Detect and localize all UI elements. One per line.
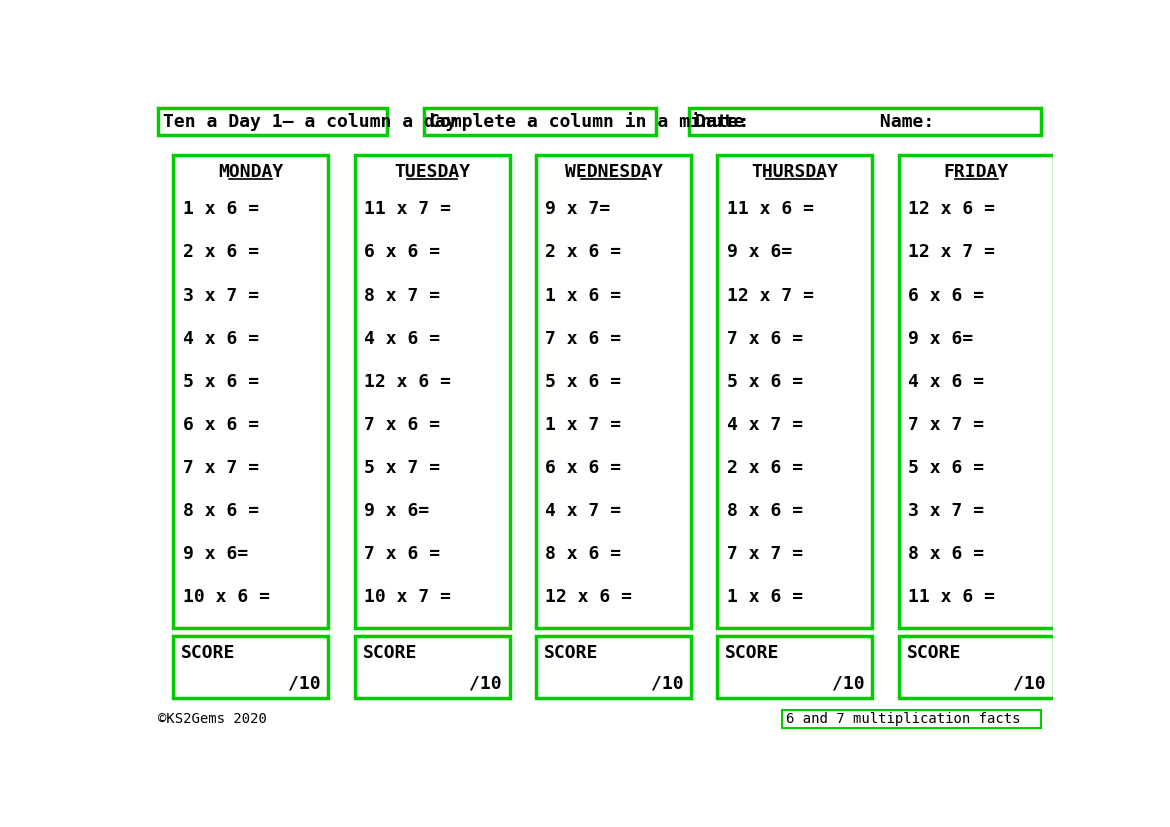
Text: 11 x 6 =: 11 x 6 = bbox=[727, 200, 813, 218]
FancyBboxPatch shape bbox=[689, 108, 1041, 136]
Text: 8 x 6 =: 8 x 6 = bbox=[183, 502, 259, 520]
Text: 4 x 7 =: 4 x 7 = bbox=[545, 502, 621, 520]
Text: 6 and 7 multiplication facts: 6 and 7 multiplication facts bbox=[786, 712, 1021, 726]
Text: 7 x 7 =: 7 x 7 = bbox=[183, 459, 259, 477]
Text: 4 x 6 =: 4 x 6 = bbox=[183, 330, 259, 347]
Text: 11 x 6 =: 11 x 6 = bbox=[908, 589, 994, 606]
Text: 6 x 6 =: 6 x 6 = bbox=[545, 459, 621, 477]
Text: 6 x 6 =: 6 x 6 = bbox=[364, 243, 440, 261]
Text: 6 x 6 =: 6 x 6 = bbox=[183, 416, 259, 434]
FancyBboxPatch shape bbox=[717, 155, 873, 629]
Text: 12 x 6 =: 12 x 6 = bbox=[908, 200, 994, 218]
Text: 3 x 7 =: 3 x 7 = bbox=[183, 287, 259, 304]
Text: SCORE: SCORE bbox=[363, 644, 417, 662]
Text: 2 x 6 =: 2 x 6 = bbox=[727, 459, 803, 477]
FancyBboxPatch shape bbox=[355, 155, 510, 629]
Text: 12 x 6 =: 12 x 6 = bbox=[364, 373, 450, 391]
FancyBboxPatch shape bbox=[424, 108, 656, 136]
Text: 7 x 6 =: 7 x 6 = bbox=[545, 330, 621, 347]
FancyBboxPatch shape bbox=[536, 636, 691, 697]
FancyBboxPatch shape bbox=[355, 636, 510, 697]
FancyBboxPatch shape bbox=[536, 155, 691, 629]
Text: SCORE: SCORE bbox=[544, 644, 598, 662]
Text: Date:            Name:: Date: Name: bbox=[695, 113, 934, 131]
Text: 5 x 7 =: 5 x 7 = bbox=[364, 459, 440, 477]
FancyBboxPatch shape bbox=[899, 636, 1054, 697]
Text: SCORE: SCORE bbox=[725, 644, 779, 662]
Text: 10 x 7 =: 10 x 7 = bbox=[364, 589, 450, 606]
Text: 12 x 6 =: 12 x 6 = bbox=[545, 589, 632, 606]
Text: 9 x 6=: 9 x 6= bbox=[727, 243, 792, 261]
Text: WEDNESDAY: WEDNESDAY bbox=[565, 164, 662, 181]
Text: FRIDAY: FRIDAY bbox=[944, 164, 1009, 181]
FancyBboxPatch shape bbox=[173, 636, 329, 697]
Text: 1 x 6 =: 1 x 6 = bbox=[545, 287, 621, 304]
Text: 8 x 6 =: 8 x 6 = bbox=[908, 545, 984, 563]
Text: SCORE: SCORE bbox=[907, 644, 961, 662]
Text: 3 x 7 =: 3 x 7 = bbox=[908, 502, 984, 520]
Text: 9 x 6=: 9 x 6= bbox=[908, 330, 973, 347]
Text: TUESDAY: TUESDAY bbox=[394, 164, 470, 181]
Text: THURSDAY: THURSDAY bbox=[751, 164, 839, 181]
Text: 9 x 6=: 9 x 6= bbox=[183, 545, 248, 563]
Text: 1 x 7 =: 1 x 7 = bbox=[545, 416, 621, 434]
Text: 7 x 7 =: 7 x 7 = bbox=[727, 545, 803, 563]
Text: 4 x 6 =: 4 x 6 = bbox=[908, 373, 984, 391]
Text: SCORE: SCORE bbox=[181, 644, 235, 662]
Text: /10: /10 bbox=[651, 675, 683, 693]
Text: /10: /10 bbox=[469, 675, 502, 693]
Text: Complete a column in a minute: Complete a column in a minute bbox=[429, 112, 744, 131]
Text: 10 x 6 =: 10 x 6 = bbox=[183, 589, 269, 606]
Text: 7 x 7 =: 7 x 7 = bbox=[908, 416, 984, 434]
Text: 7 x 6 =: 7 x 6 = bbox=[364, 545, 440, 563]
Text: 7 x 6 =: 7 x 6 = bbox=[727, 330, 803, 347]
FancyBboxPatch shape bbox=[158, 108, 386, 136]
Text: 9 x 6=: 9 x 6= bbox=[364, 502, 429, 520]
Text: 8 x 7 =: 8 x 7 = bbox=[364, 287, 440, 304]
Text: 1 x 6 =: 1 x 6 = bbox=[183, 200, 259, 218]
Text: 11 x 7 =: 11 x 7 = bbox=[364, 200, 450, 218]
Text: 5 x 6 =: 5 x 6 = bbox=[908, 459, 984, 477]
Text: 12 x 7 =: 12 x 7 = bbox=[908, 243, 994, 261]
Text: 8 x 6 =: 8 x 6 = bbox=[727, 502, 803, 520]
Text: 12 x 7 =: 12 x 7 = bbox=[727, 287, 813, 304]
FancyBboxPatch shape bbox=[782, 710, 1041, 729]
Text: /10: /10 bbox=[832, 675, 865, 693]
Text: /10: /10 bbox=[1013, 675, 1046, 693]
Text: 9 x 7=: 9 x 7= bbox=[545, 200, 611, 218]
Text: 6 x 6 =: 6 x 6 = bbox=[908, 287, 984, 304]
Text: 2 x 6 =: 2 x 6 = bbox=[183, 243, 259, 261]
FancyBboxPatch shape bbox=[173, 155, 329, 629]
Text: 2 x 6 =: 2 x 6 = bbox=[545, 243, 621, 261]
Text: 5 x 6 =: 5 x 6 = bbox=[545, 373, 621, 391]
Text: 4 x 6 =: 4 x 6 = bbox=[364, 330, 440, 347]
FancyBboxPatch shape bbox=[899, 155, 1054, 629]
Text: Ten a Day 1— a column a day: Ten a Day 1— a column a day bbox=[164, 113, 457, 131]
Text: 7 x 6 =: 7 x 6 = bbox=[364, 416, 440, 434]
Text: /10: /10 bbox=[288, 675, 321, 693]
Text: 8 x 6 =: 8 x 6 = bbox=[545, 545, 621, 563]
Text: 1 x 6 =: 1 x 6 = bbox=[727, 589, 803, 606]
Text: 4 x 7 =: 4 x 7 = bbox=[727, 416, 803, 434]
Text: 5 x 6 =: 5 x 6 = bbox=[183, 373, 259, 391]
FancyBboxPatch shape bbox=[717, 636, 873, 697]
Text: 5 x 6 =: 5 x 6 = bbox=[727, 373, 803, 391]
Text: MONDAY: MONDAY bbox=[219, 164, 283, 181]
Text: ©KS2Gems 2020: ©KS2Gems 2020 bbox=[158, 712, 267, 726]
